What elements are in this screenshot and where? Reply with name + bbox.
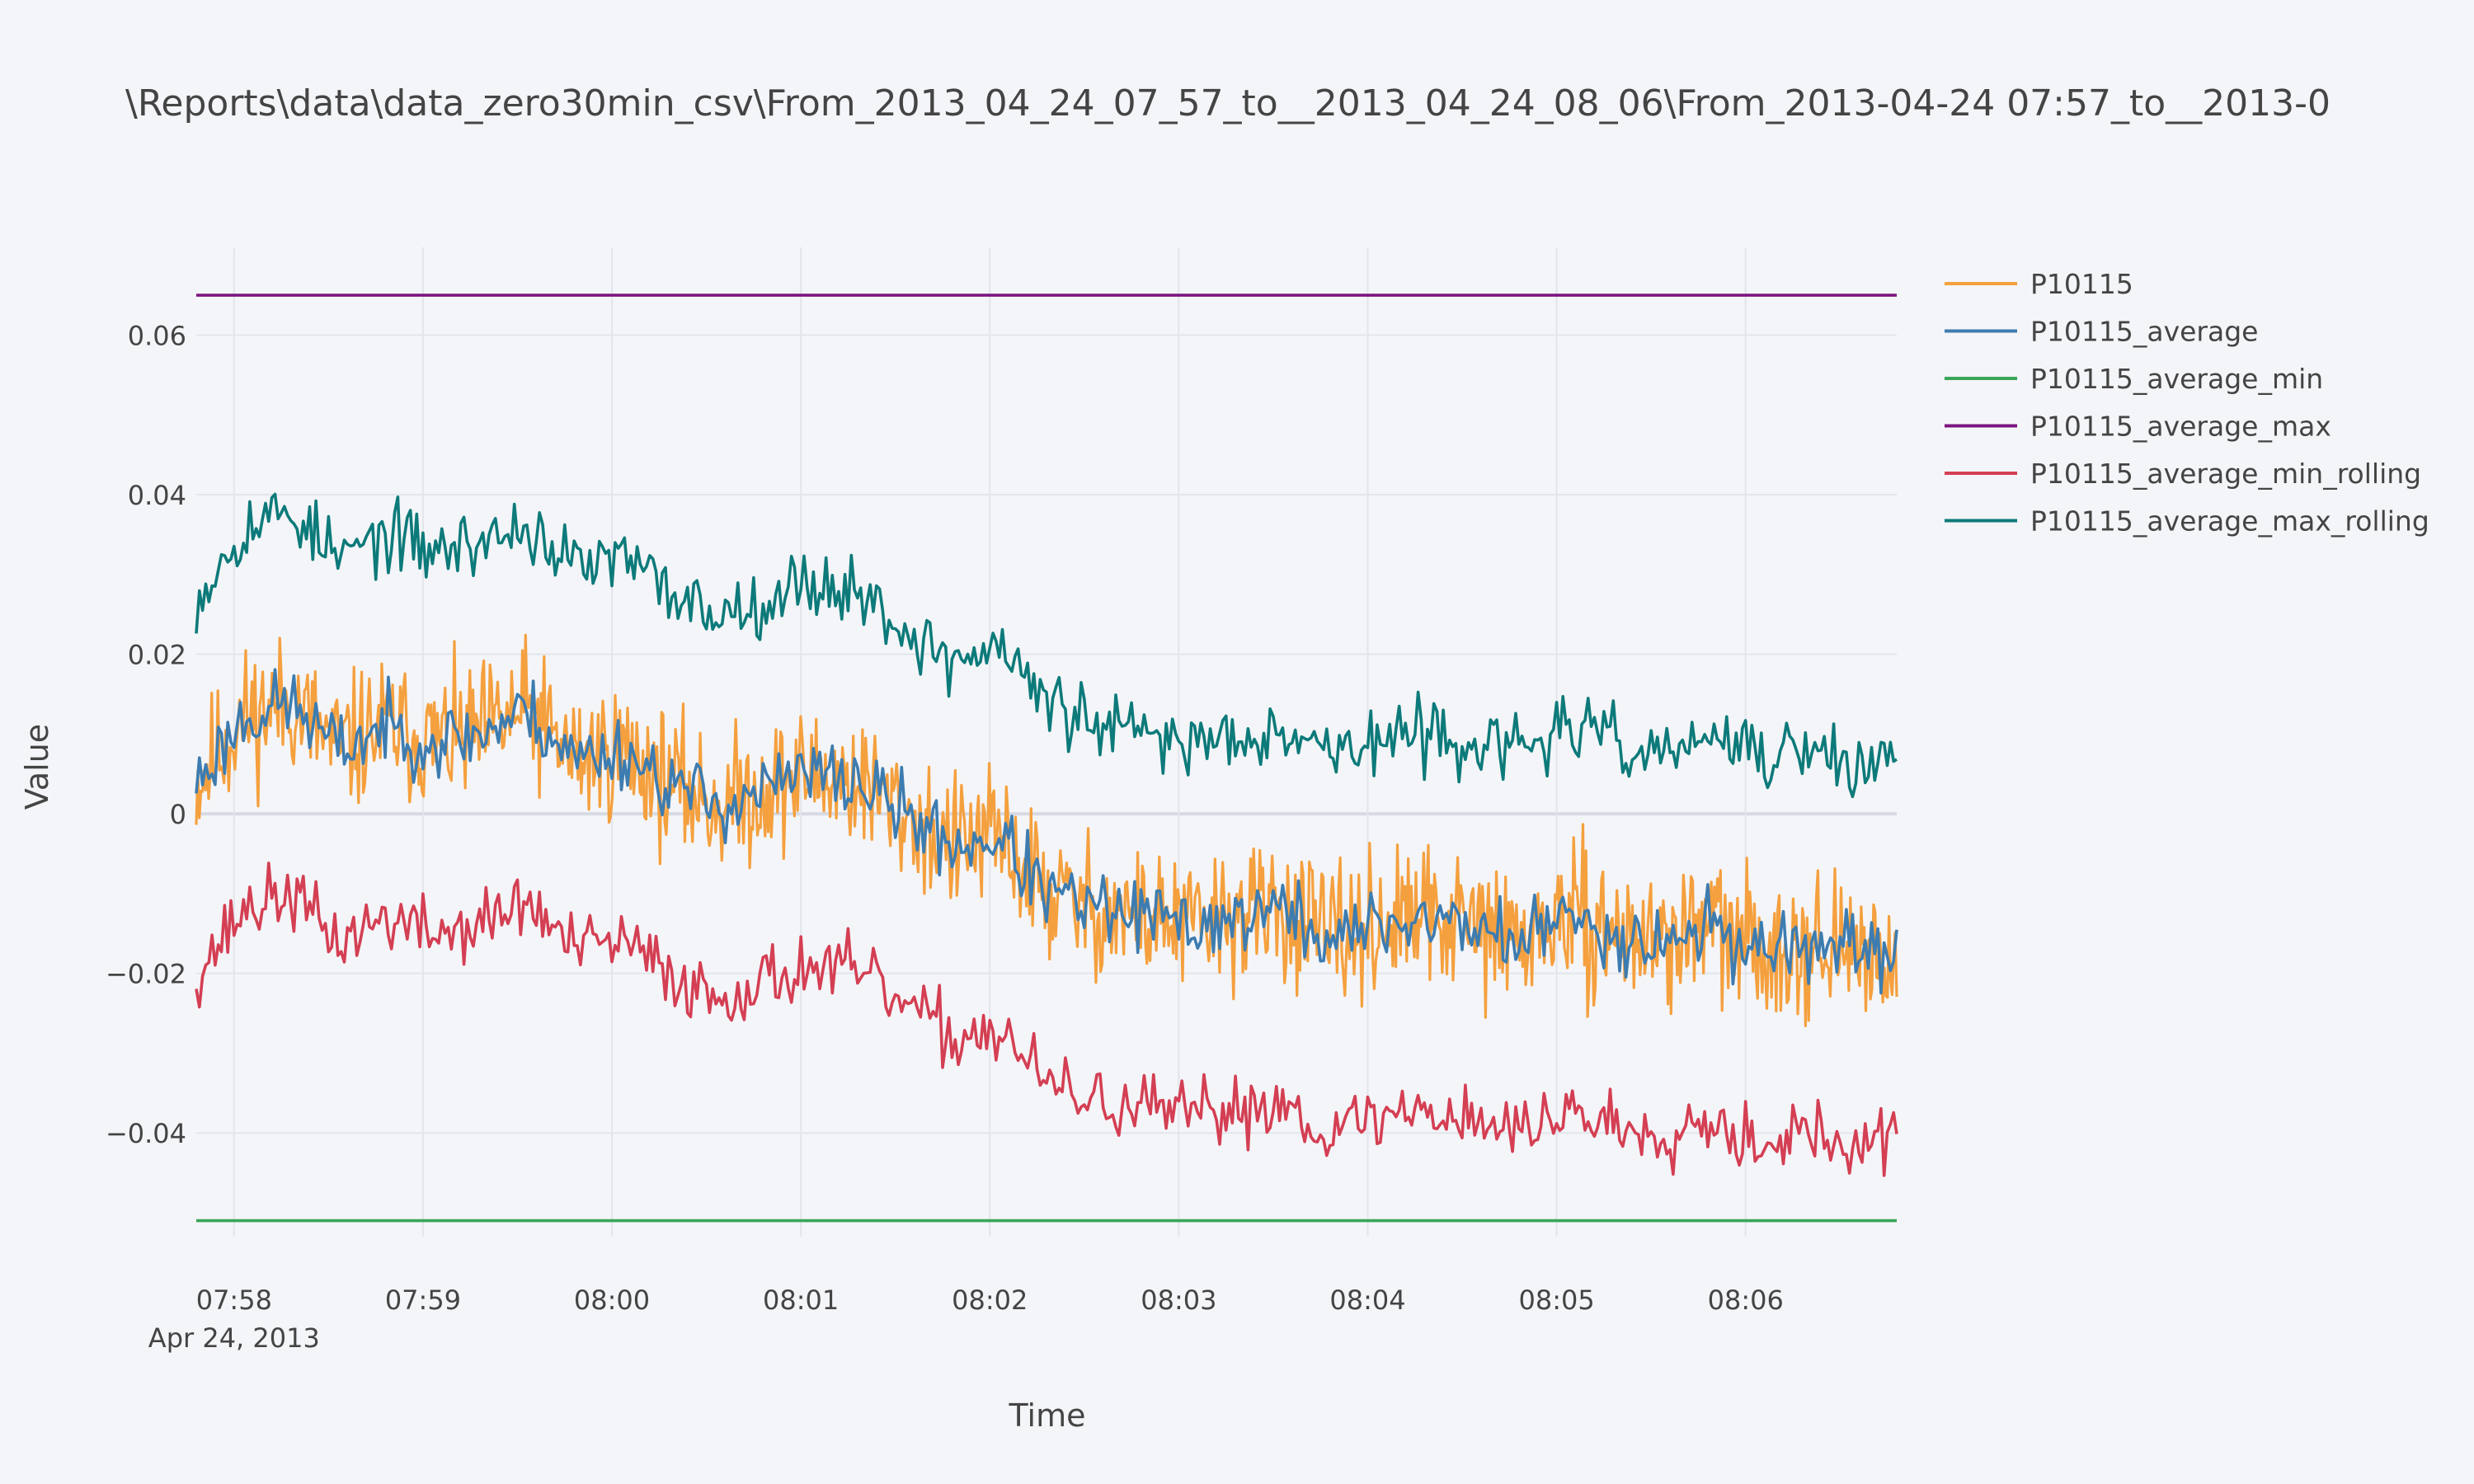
series-line-p10115-average [195, 668, 1898, 995]
x-tick-label: 08:03 [1141, 1284, 1216, 1316]
chart-title: \Reports\data\data_zero30min_csv\From_20… [125, 82, 2331, 124]
x-axis: 07:58 07:59 08:00 08:01 08:02 08:03 08:04 08:05… [148, 1284, 1784, 1354]
series-line-p10115-average-min-rolling [195, 862, 1898, 1177]
y-tick-label: 0.04 [128, 480, 186, 511]
y-tick-label: 0.02 [128, 640, 186, 671]
x-tick-label: 08:06 [1708, 1284, 1784, 1316]
x-tick-label: 08:01 [763, 1284, 839, 1316]
x-tick-label: 08:00 [574, 1284, 650, 1316]
x-tick-label: 08:05 [1518, 1284, 1594, 1316]
x-tick-label: 08:02 [952, 1284, 1028, 1316]
x-tick-label: 07:58 [196, 1284, 272, 1316]
y-tick-label: 0.06 [128, 320, 186, 351]
y-tick-label: 0 [170, 799, 186, 830]
x-date-label: Apr 24, 2013 [148, 1322, 320, 1354]
legend-label: P10115_average [2030, 316, 2258, 348]
legend-item[interactable]: P10115_average_min [1945, 363, 2323, 395]
x-axis-title: Time [1009, 1397, 1086, 1434]
series-line-p10115-average-max-rolling [195, 492, 1898, 799]
y-axis-title: Value [19, 724, 55, 810]
legend-label: P10115_average_min [2030, 363, 2323, 395]
series-lines [195, 294, 1898, 1223]
legend-item[interactable]: P10115_average [1945, 316, 2258, 348]
legend-item[interactable]: P10115_average_min_rolling [1945, 458, 2421, 490]
y-tick-label: −0.04 [106, 1118, 186, 1149]
legend-item[interactable]: P10115_average_max_rolling [1945, 505, 2429, 538]
legend-label: P10115_average_min_rolling [2030, 458, 2421, 490]
legend-item[interactable]: P10115 [1945, 268, 2133, 300]
x-tick-label: 07:59 [385, 1284, 461, 1316]
legend-label: P10115_average_max_rolling [2030, 505, 2429, 538]
legend-label: P10115_average_max [2030, 411, 2331, 443]
grid-lines [196, 247, 1897, 1237]
y-axis: 0.06 0.04 0.02 0 −0.02 −0.04 [106, 320, 186, 1149]
y-tick-label: −0.02 [106, 959, 186, 990]
x-tick-label: 08:04 [1329, 1284, 1405, 1316]
legend-item[interactable]: P10115_average_max [1945, 411, 2331, 443]
legend-label: P10115 [2030, 268, 2133, 300]
legend: P10115 P10115_average P10115_average_min P1… [1945, 268, 2429, 538]
